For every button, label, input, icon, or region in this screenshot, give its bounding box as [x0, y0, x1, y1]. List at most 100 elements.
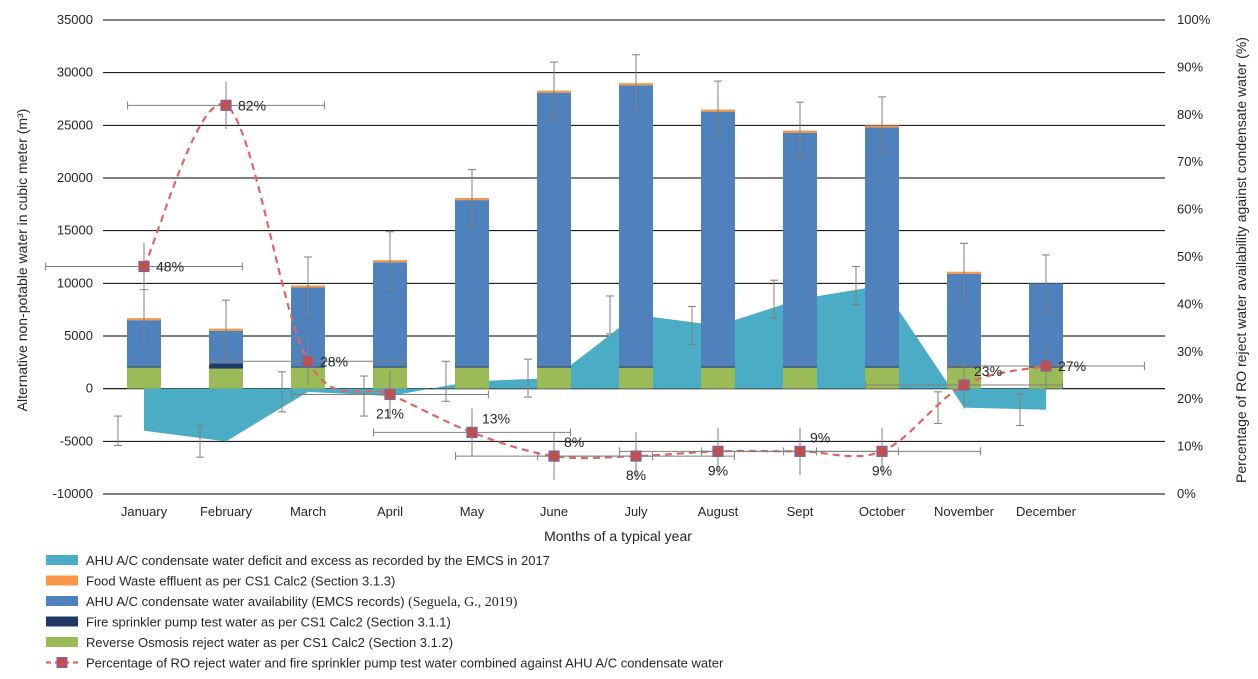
bar-ro: [209, 368, 243, 389]
legend: AHU A/C condensate water deficit and exc…: [46, 553, 724, 671]
y2-tick-label: 40%: [1177, 296, 1203, 311]
y-axis-ticks: -10000 -5000 0 5000 10000 15000 20000 25000 3000…: [53, 12, 93, 501]
y-tick-label: 10000: [57, 275, 93, 290]
y-tick-label: 0: [86, 381, 93, 396]
line-data-label: 8%: [626, 467, 646, 483]
line-data-label: 21%: [376, 405, 404, 421]
y-tick-label: 15000: [57, 223, 93, 238]
line-point: [958, 379, 970, 391]
line-data-label: 23%: [974, 363, 1002, 379]
x-tick-label: June: [540, 504, 568, 519]
y2-tick-label: 90%: [1177, 59, 1203, 74]
legend-swatch-marker: [56, 657, 68, 668]
y2-tick-label: 20%: [1177, 391, 1203, 406]
line-point: [384, 388, 396, 401]
x-tick-label: May: [460, 504, 485, 519]
legend-swatch-area: [46, 555, 78, 565]
y-tick-label: -10000: [53, 486, 93, 501]
line-data-label: 9%: [810, 429, 830, 445]
line-point: [712, 445, 724, 457]
legend-label: Food Waste effluent as per CS1 Calc2 (Se…: [86, 574, 395, 589]
x-tick-label: October: [859, 504, 906, 519]
bar-fire: [209, 363, 243, 369]
y2-tick-label: 0%: [1177, 486, 1196, 501]
bar-fire: [127, 366, 161, 368]
bar-ro: [783, 367, 817, 389]
line-point: [794, 445, 806, 457]
y-tick-label: 35000: [57, 12, 93, 27]
legend-label: AHU A/C condensate water availability (E…: [86, 594, 518, 610]
x-tick-label: January: [121, 504, 168, 519]
x-tick-label: February: [200, 504, 253, 519]
line-data-label: 8%: [564, 434, 584, 450]
y-tick-label: -5000: [60, 433, 93, 448]
bar-ro: [865, 367, 899, 389]
line-data-label: 48%: [156, 258, 184, 274]
x-tick-label: Sept: [787, 504, 814, 519]
line-point: [220, 99, 232, 111]
bar-ro: [619, 367, 653, 389]
y2-axis-title: Percentage of RO reject water availabili…: [1233, 37, 1249, 483]
y2-tick-label: 70%: [1177, 154, 1203, 169]
y2-tick-label: 60%: [1177, 202, 1203, 217]
bar-ro: [537, 367, 571, 389]
bar-ahu: [865, 127, 899, 367]
bar-fire: [455, 366, 489, 368]
legend-label: Reverse Osmosis reject water as per CS1 …: [86, 635, 453, 650]
legend-swatch-ahu: [46, 596, 78, 606]
bar-ahu: [455, 200, 489, 367]
y-tick-label: 25000: [57, 117, 93, 132]
x-tick-label: August: [698, 504, 739, 519]
legend-swatch-fire: [46, 616, 78, 627]
bar-ro: [127, 367, 161, 389]
line-point: [548, 450, 560, 462]
bar-ro: [455, 367, 489, 389]
bar-fire: [537, 366, 571, 368]
bar-fire: [783, 366, 817, 368]
legend-swatch-food: [46, 575, 78, 586]
y-tick-label: 20000: [57, 170, 93, 185]
line-data-label: 9%: [708, 462, 728, 478]
bar-fire: [373, 366, 407, 368]
legend-citation: (Seguela, G., 2019): [405, 595, 518, 610]
line-data-label: 13%: [482, 410, 510, 426]
line-point: [466, 426, 478, 438]
line-data-label: 28%: [320, 353, 348, 369]
y2-tick-label: 10%: [1177, 439, 1203, 454]
x-tick-label: November: [934, 504, 995, 519]
line-point: [302, 355, 314, 367]
bar-ahu: [783, 132, 817, 367]
line-point: [630, 450, 642, 462]
bar-fire: [701, 366, 735, 368]
y2-tick-label: 80%: [1177, 107, 1203, 122]
line-point: [1040, 360, 1052, 372]
legend-label: Fire sprinkler pump test water as per CS…: [86, 615, 451, 630]
bar-ahu: [619, 85, 653, 367]
bar-ro: [701, 367, 735, 389]
legend-label: Percentage of RO reject water and fire s…: [86, 656, 724, 671]
area-series: [114, 265, 1046, 458]
bar-ahu: [537, 92, 571, 367]
y-tick-label: 30000: [57, 65, 93, 80]
x-tick-label: July: [624, 504, 648, 519]
x-axis-title: Months of a typical year: [544, 528, 692, 544]
line-point: [876, 445, 888, 457]
legend-label: AHU A/C condensate water deficit and exc…: [86, 553, 550, 568]
y2-axis-ticks: 0% 10% 20% 30% 40% 50% 60% 70% 80% 90% 100%: [1177, 12, 1211, 501]
bar-series: [127, 83, 1063, 389]
x-tick-label: December: [1016, 504, 1077, 519]
line-data-label: 82%: [238, 97, 266, 113]
y2-tick-label: 30%: [1177, 344, 1203, 359]
line-series: 48% 82% 28% 21% 13% 8% 8% 9% 9% 9% 23% 27%: [45, 81, 1145, 483]
y2-tick-label: 100%: [1177, 12, 1211, 27]
bar-fire: [865, 366, 899, 368]
line-point: [138, 260, 150, 273]
area-deficit-excess: [144, 285, 1046, 442]
bar-ahu: [701, 111, 735, 367]
x-tick-label: April: [377, 504, 403, 519]
x-tick-label: March: [290, 504, 326, 519]
line-data-label: 27%: [1058, 358, 1086, 374]
bar-error-bars: [140, 54, 1050, 358]
line-data-label: 9%: [872, 462, 892, 478]
